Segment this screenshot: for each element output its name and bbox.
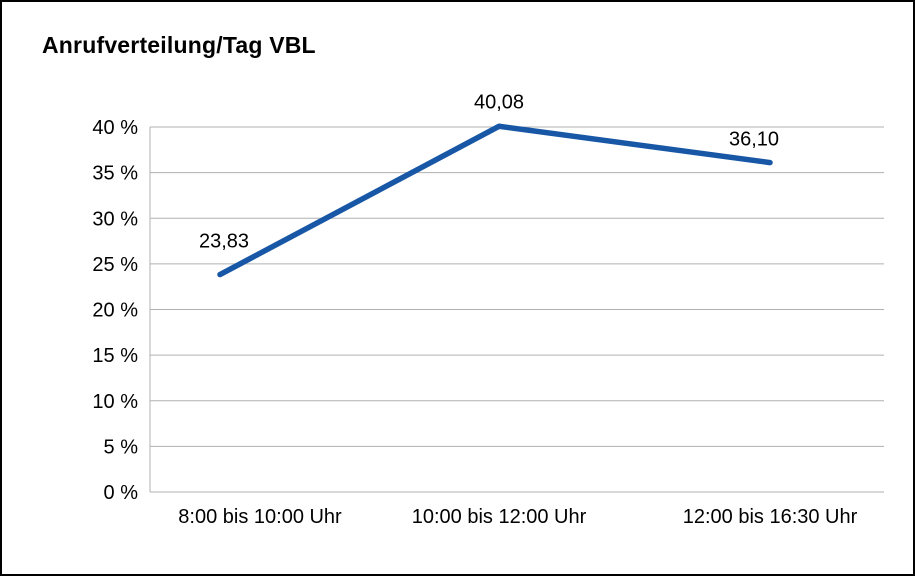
data-line xyxy=(217,123,773,278)
y-axis-label: 35 % xyxy=(92,163,138,185)
data-label: 40,08 xyxy=(474,91,524,113)
x-axis-label: 10:00 bis 12:00 Uhr xyxy=(412,506,587,528)
chart-title: Anrufverteilung/Tag VBL xyxy=(42,32,316,58)
y-axis-label: 20 % xyxy=(92,300,138,322)
data-label: 23,83 xyxy=(199,231,249,253)
y-axis-label: 10 % xyxy=(92,391,138,413)
y-axis-label: 25 % xyxy=(92,254,138,276)
y-axis-label: 30 % xyxy=(92,208,138,230)
data-label: 36,10 xyxy=(729,129,779,151)
y-axis-label: 40 % xyxy=(92,117,138,139)
y-axis-label: 5 % xyxy=(104,436,139,458)
y-axis-label: 15 % xyxy=(92,345,138,367)
x-axis-label: 12:00 bis 16:30 Uhr xyxy=(683,506,858,528)
x-axis-label: 8:00 bis 10:00 Uhr xyxy=(178,506,342,528)
y-axis-label: 0 % xyxy=(104,482,139,504)
